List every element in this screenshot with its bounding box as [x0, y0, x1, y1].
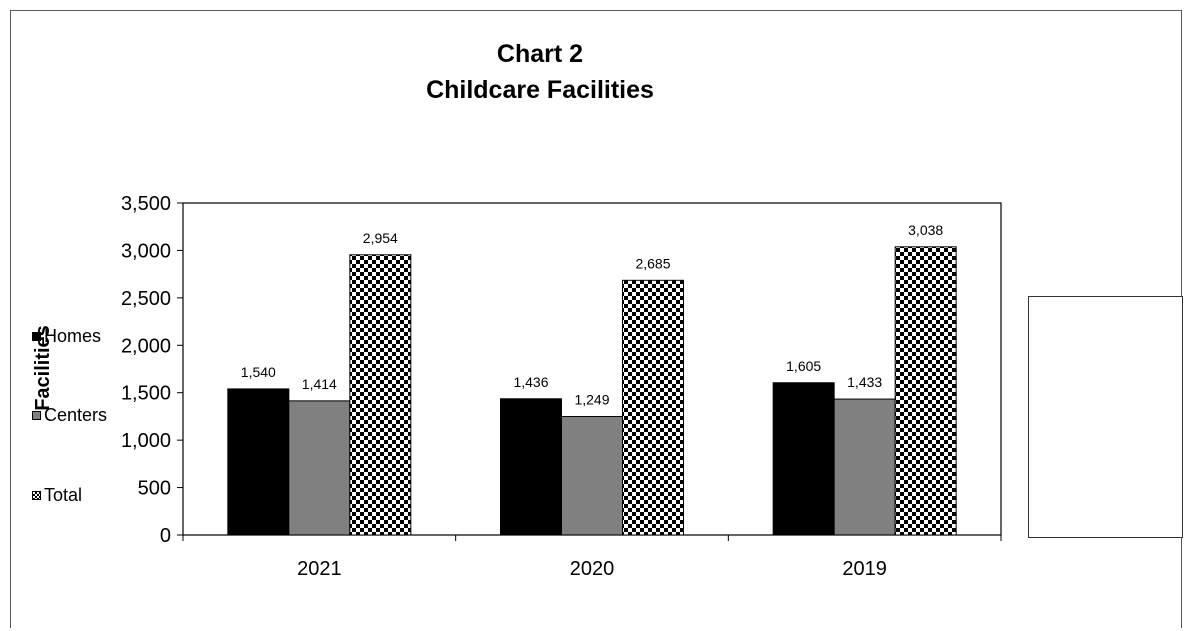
data-label-centers-2021: 1,414: [302, 376, 337, 392]
data-label-total-2021: 2,954: [363, 230, 398, 246]
bar-centers-2020: [561, 416, 623, 536]
y-tick-label: 3,000: [121, 240, 171, 262]
bar-homes-2021: [227, 388, 290, 536]
bar-centers-2019: [833, 398, 896, 536]
x-tick-label: 2021: [297, 558, 342, 580]
data-label-centers-2019: 1,433: [847, 374, 882, 390]
legend-item-homes: Homes: [32, 326, 101, 347]
plot-area: 0 500 1,000 1,500 2,000 2,500 3,000 3,500 2021 20…: [121, 193, 1002, 580]
chart-title-line-1: Chart 2: [496, 40, 584, 68]
legend-label-homes: Homes: [44, 326, 102, 346]
legend-label-total: Total: [44, 485, 83, 505]
y-tick-label: 3,500: [121, 193, 171, 215]
x-tick-label: 2019: [842, 558, 887, 580]
bar-homes-2019: [772, 382, 835, 536]
data-label-homes-2019: 1,605: [786, 358, 821, 374]
y-tick-label: 1,500: [121, 383, 171, 405]
bar-total-2019: [894, 246, 957, 536]
y-tick-label: 2,500: [121, 288, 171, 310]
data-label-total-2019: 3,038: [908, 222, 943, 238]
y-tick-label: 1,000: [121, 430, 171, 452]
data-label-homes-2020: 1,436: [513, 374, 548, 390]
legend-swatch-homes: [32, 332, 41, 341]
legend-item-centers: Centers: [32, 405, 107, 426]
bar-total-2021: [349, 254, 412, 536]
legend-swatch-total: [32, 491, 41, 500]
chart-title-line-2: Childcare Facilities: [426, 76, 654, 104]
y-axis-label: Facilities: [32, 325, 54, 411]
bar-homes-2020: [500, 398, 562, 536]
y-tick-label: 2,000: [121, 335, 171, 357]
legend: [1028, 296, 1183, 538]
data-label-homes-2021: 1,540: [241, 364, 276, 380]
data-label-total-2020: 2,685: [635, 255, 670, 271]
y-tick-label: 500: [138, 478, 171, 500]
legend-label-centers: Centers: [44, 405, 108, 425]
bar-total-2020: [622, 279, 684, 536]
legend-item-total: Total: [32, 485, 82, 506]
y-tick-label: 0: [160, 525, 171, 547]
x-tick-label: 2020: [570, 558, 615, 580]
data-label-centers-2020: 1,249: [574, 392, 609, 408]
bar-centers-2021: [288, 400, 351, 536]
legend-swatch-centers: [32, 411, 41, 420]
